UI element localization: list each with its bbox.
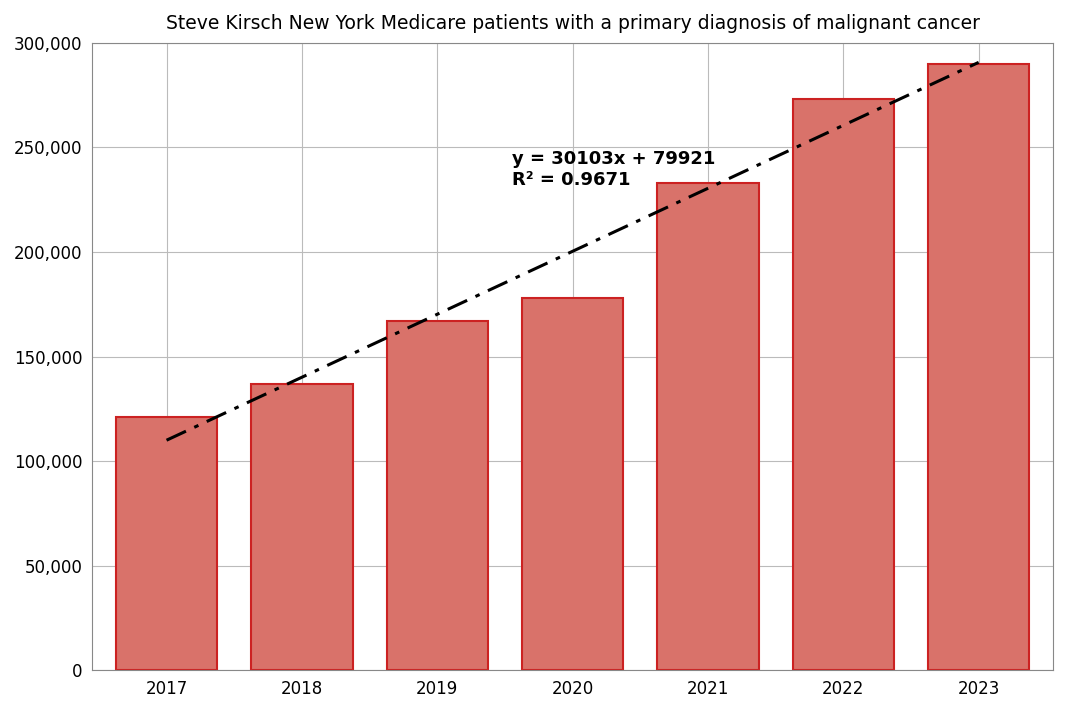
Bar xyxy=(928,63,1030,671)
Text: y = 30103x + 79921
R² = 0.9671: y = 30103x + 79921 R² = 0.9671 xyxy=(512,150,715,189)
Bar xyxy=(657,183,759,671)
Bar xyxy=(116,417,218,671)
Bar xyxy=(251,384,353,671)
Title: Steve Kirsch New York Medicare patients with a primary diagnosis of malignant ca: Steve Kirsch New York Medicare patients … xyxy=(165,14,980,33)
Bar xyxy=(522,298,623,671)
Bar xyxy=(386,321,488,671)
Bar xyxy=(793,99,894,671)
